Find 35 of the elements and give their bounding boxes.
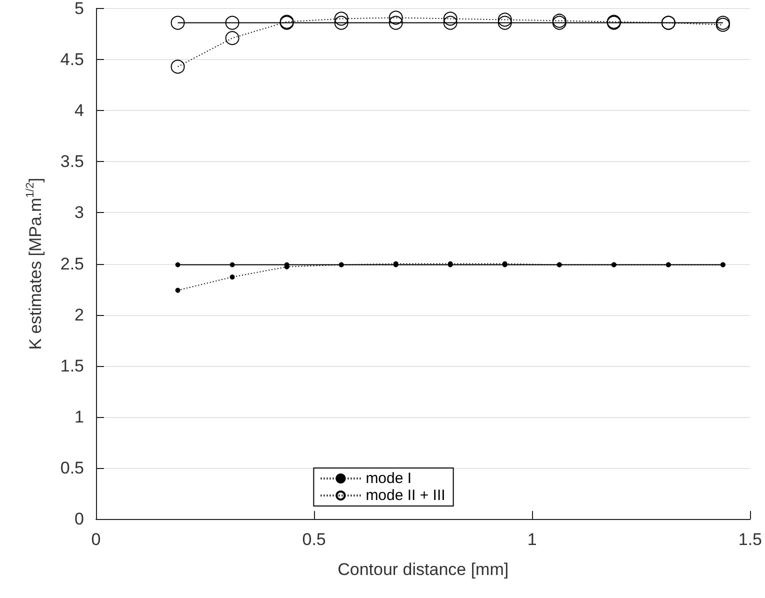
point [170, 16, 185, 30]
point [388, 16, 403, 30]
point [498, 16, 512, 30]
y-tick-label: 2 [74, 305, 84, 324]
y-tick-label: 1 [74, 407, 84, 426]
y-tick-label: 3 [74, 203, 84, 222]
x-tick-label: 1.5 [738, 530, 762, 549]
point [334, 16, 348, 30]
y-tick-label: 4 [74, 101, 84, 120]
y-tick-label: 0 [74, 510, 84, 528]
point [230, 274, 235, 280]
point [175, 288, 180, 293]
point [443, 16, 458, 30]
y-tick-label: 5 [74, 0, 84, 18]
y-tick-label: 1.5 [60, 356, 84, 376]
x-tick-label: 0 [91, 530, 101, 549]
x-axis-title: Contour distance [mm] [338, 560, 509, 579]
point [225, 31, 240, 46]
x-tick-label: 0.5 [302, 530, 326, 549]
point [230, 262, 235, 268]
y-axis-title: K estimates [MPa.m1/2] [24, 178, 45, 350]
point [170, 60, 185, 74]
y-tick-label: 2.5 [60, 254, 84, 274]
point [388, 10, 403, 25]
legend-label: mode II + III [366, 487, 446, 504]
legend-label: mode I [366, 470, 412, 487]
x-tick-label: 1 [527, 530, 537, 549]
point [225, 16, 240, 30]
point [334, 12, 348, 26]
point [175, 262, 180, 268]
point [443, 12, 458, 26]
y-tick-label: 0.5 [60, 458, 84, 478]
y-tick-label: 3.5 [60, 152, 84, 172]
y-tick-label: 4.5 [60, 50, 84, 70]
point [498, 12, 512, 27]
